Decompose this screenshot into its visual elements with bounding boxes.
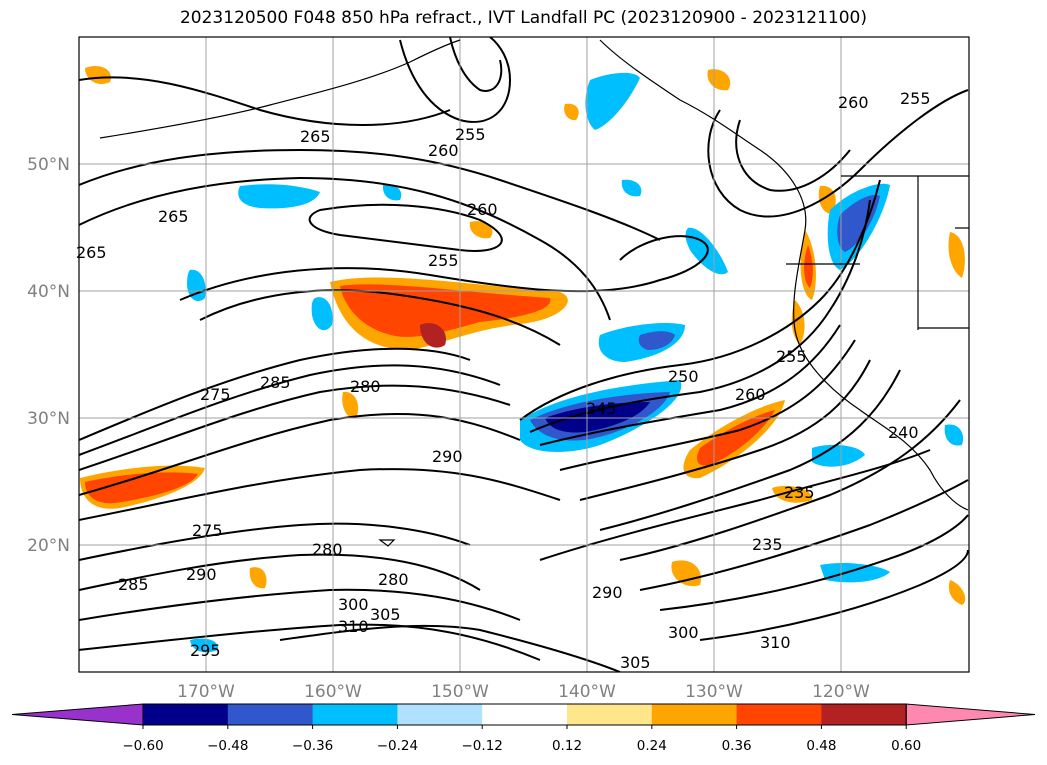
contour-label: 300 [338, 595, 369, 614]
contour-label: 265 [76, 243, 107, 262]
contour-label: 300 [668, 623, 699, 642]
contour-label: 295 [190, 641, 221, 660]
contour-label: 290 [592, 583, 623, 602]
contour-label: 260 [735, 385, 766, 404]
colorbar-bin [312, 704, 398, 725]
contour-label: 310 [338, 617, 369, 636]
lon-label: 170°W [177, 682, 235, 702]
map-title: 2023120500 F048 850 hPa refract., IVT La… [179, 8, 867, 28]
contour-labels: 265 255 260 265 260 255 265 260 255 275 … [76, 89, 931, 672]
contour-label: 245 [586, 399, 617, 418]
contour-label: 260 [467, 200, 498, 219]
lat-label: 30°N [27, 409, 70, 429]
contour-label: 265 [300, 127, 331, 146]
colorbar-tick-label: 0.36 [722, 738, 752, 754]
contour-label: 260 [838, 93, 869, 112]
lon-label: 130°W [685, 682, 743, 702]
colorbar-bin [397, 704, 483, 725]
contour-label: 305 [620, 653, 651, 672]
contour-label: 235 [752, 535, 783, 554]
colorbar-bin [567, 704, 653, 725]
longitude-labels: 170°W 160°W 150°W 140°W 130°W 120°W [177, 682, 870, 702]
colorbar-bin [482, 704, 568, 725]
contour-label: 255 [428, 251, 459, 270]
contour-label: 285 [118, 575, 149, 594]
colorbar-tick-label: 0.48 [806, 738, 836, 754]
contour-label: 255 [455, 125, 486, 144]
contour-label: 280 [378, 570, 409, 589]
contour-label: 280 [350, 377, 381, 396]
contour-label: 275 [192, 521, 223, 540]
contour-label: 285 [260, 373, 291, 392]
contour-label: 290 [186, 565, 217, 584]
contour-label: 240 [888, 423, 919, 442]
lon-label: 120°W [812, 682, 870, 702]
colorbar-under-triangle [11, 703, 144, 726]
contour-label: 255 [900, 89, 931, 108]
colorbar-tick-label: −0.24 [377, 738, 418, 754]
lon-label: 140°W [558, 682, 616, 702]
contour-label: 310 [760, 633, 791, 652]
contour-label: 255 [776, 347, 807, 366]
contour-label: 305 [370, 605, 401, 624]
colorbar-bin [651, 704, 738, 725]
contour-label: 235 [784, 483, 815, 502]
coastlines [99, 39, 969, 547]
colorbar-tick-label: −0.48 [207, 738, 248, 754]
contour-label: 290 [432, 447, 463, 466]
colorbar-frame [142, 703, 907, 726]
colorbar-bin [821, 704, 907, 725]
colorbar-bin [736, 704, 822, 725]
contour-label: 260 [428, 141, 459, 160]
lon-label: 160°W [304, 682, 362, 702]
lat-label: 50°N [27, 155, 70, 175]
colorbar-tick-label: −0.36 [292, 738, 333, 754]
colorbar-tick-label: 0.24 [637, 738, 667, 754]
latitude-labels: 20°N 30°N 40°N 50°N [27, 155, 70, 556]
contour-label: 280 [312, 540, 343, 559]
map-grid [79, 37, 969, 672]
contour-label: 250 [668, 367, 699, 386]
contour-label: 265 [158, 207, 189, 226]
colorbar-over-triangle [905, 703, 1036, 726]
lon-label: 150°W [431, 682, 489, 702]
colorbar-bin [227, 704, 314, 725]
colorbar-tick-label: −0.60 [122, 738, 163, 754]
colorbar-tick-label: −0.12 [462, 738, 503, 754]
colorbar: −0.60 −0.48 −0.36 −0.24 −0.12 0.12 0.24 0.36 0.4… [11, 703, 1036, 754]
colorbar-bin [143, 704, 229, 725]
colorbar-tick-label: 0.12 [552, 738, 582, 754]
colorbar-tick-label: 0.60 [891, 738, 921, 754]
contour-label: 275 [200, 385, 231, 404]
lat-label: 40°N [27, 282, 70, 302]
map-frame [78, 36, 970, 673]
lat-label: 20°N [27, 536, 70, 556]
